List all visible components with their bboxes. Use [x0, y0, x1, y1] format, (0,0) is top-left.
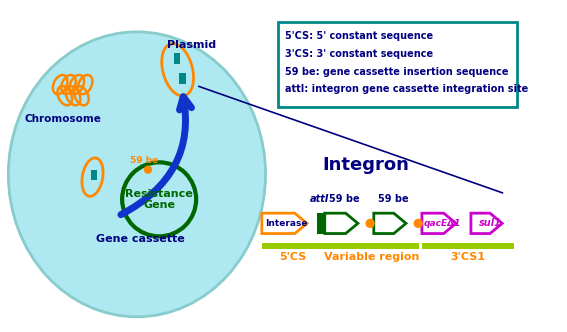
Text: Gene cassette: Gene cassette [96, 234, 185, 244]
Bar [91, 170, 97, 180]
Text: Integron: Integron [322, 156, 409, 174]
Text: attI: integron gene cassette integration site: attI: integron gene cassette integration… [285, 84, 528, 94]
Text: Variable region: Variable region [324, 252, 420, 262]
Text: 3'CS: 3' constant sequence: 3'CS: 3' constant sequence [285, 49, 433, 59]
Ellipse shape [9, 32, 265, 317]
Text: Plasmid: Plasmid [167, 40, 216, 49]
FancyBboxPatch shape [278, 22, 517, 107]
Text: qacEΔ1: qacEΔ1 [424, 219, 461, 228]
Text: 59 be: 59 be [130, 156, 158, 165]
Text: 5'CS: 5'CS [280, 252, 307, 262]
FancyArrowPatch shape [121, 97, 192, 215]
Text: 3'CS1: 3'CS1 [451, 252, 486, 262]
Text: 59 be: gene cassette insertion sequence: 59 be: gene cassette insertion sequence [285, 67, 509, 77]
Text: attI: attI [310, 194, 329, 204]
Text: 59 be: 59 be [378, 194, 409, 204]
Circle shape [413, 219, 423, 228]
Circle shape [144, 166, 152, 174]
Bar [325, 243, 419, 249]
Text: Chromosome: Chromosome [24, 114, 101, 124]
Text: 5'CS: 5' constant sequence: 5'CS: 5' constant sequence [285, 32, 433, 42]
Bar [180, 73, 186, 84]
Text: sul1: sul1 [479, 218, 501, 228]
Text: Interase: Interase [265, 219, 308, 228]
Text: 59 be: 59 be [329, 194, 360, 204]
Circle shape [366, 219, 375, 228]
Text: Resistance
Gene: Resistance Gene [125, 189, 193, 210]
Bar [318, 213, 325, 233]
Bar [422, 243, 514, 249]
Bar [174, 53, 180, 64]
Bar [262, 243, 325, 249]
